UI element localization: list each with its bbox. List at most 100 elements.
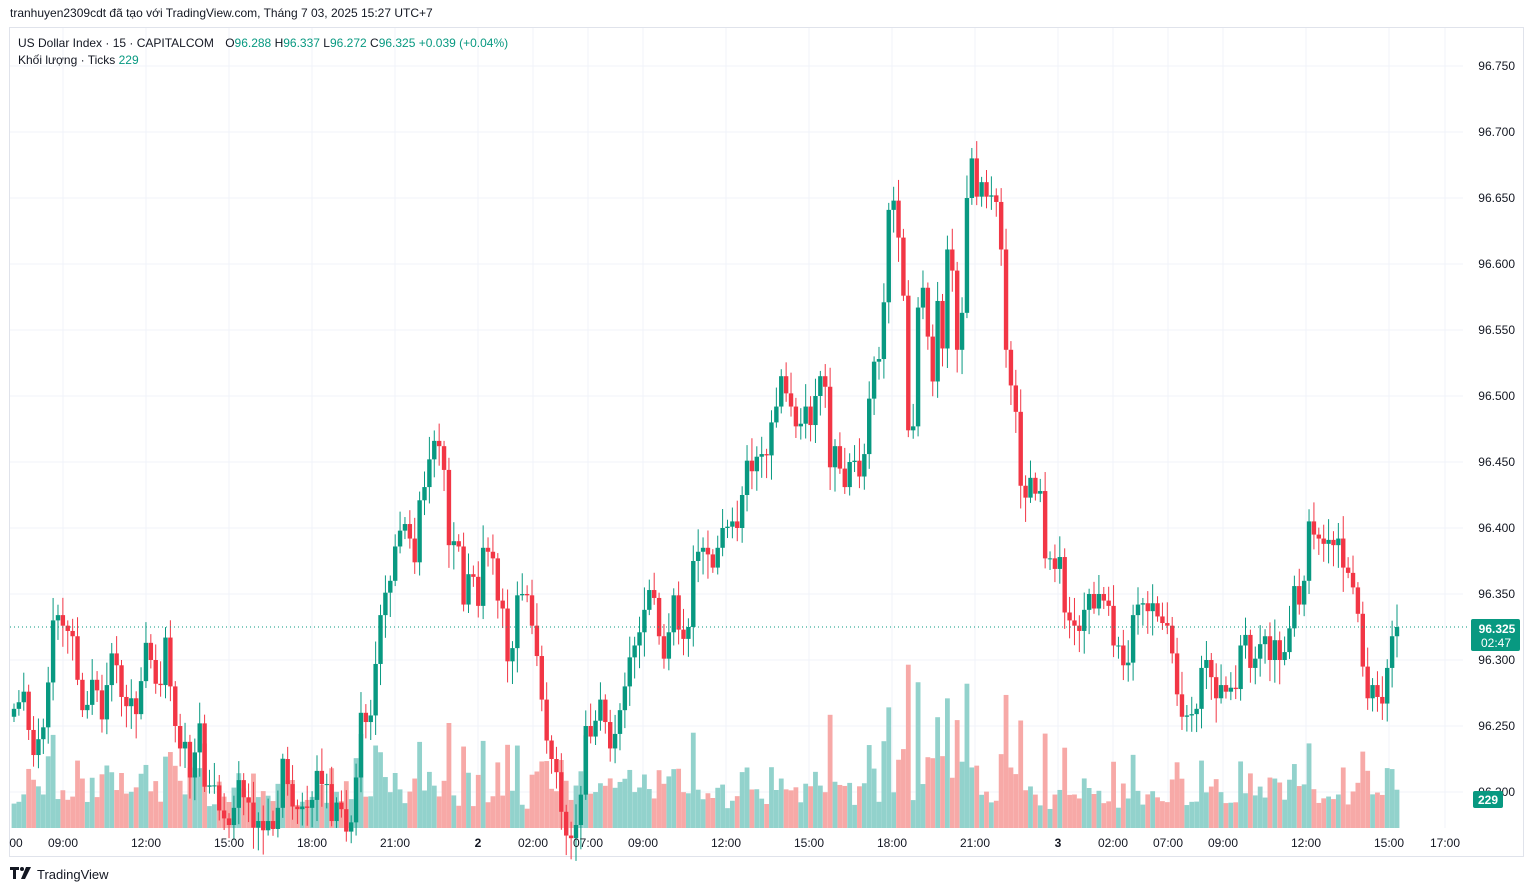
- candle-body: [749, 460, 755, 472]
- candle-body: [1018, 411, 1023, 486]
- volume-bar: [1345, 804, 1351, 828]
- candle-body: [730, 521, 735, 527]
- candle-body: [1365, 666, 1370, 699]
- candle-body: [1306, 521, 1312, 581]
- close-label: C: [370, 36, 379, 50]
- candle-body: [1106, 600, 1111, 606]
- volume-bar: [514, 745, 520, 828]
- volume-bar: [759, 798, 765, 828]
- volume-bar: [285, 780, 291, 828]
- candle-body: [881, 302, 887, 360]
- candle-body: [451, 541, 457, 546]
- candle-body: [46, 682, 51, 728]
- candle-body: [1350, 572, 1356, 588]
- candle-body: [1150, 603, 1155, 612]
- volume-bar: [1189, 801, 1195, 828]
- volume-bar: [1228, 802, 1234, 828]
- candle-body: [114, 653, 119, 666]
- candle-body: [55, 615, 61, 621]
- candle-body: [925, 287, 931, 337]
- candle-body: [1370, 685, 1375, 699]
- candle-body: [261, 821, 266, 831]
- candle-body: [671, 595, 676, 633]
- candle-body: [788, 393, 794, 407]
- candle-body: [1238, 645, 1243, 690]
- volume-bar: [646, 789, 652, 828]
- candle-body: [383, 592, 388, 616]
- candle-body: [11, 708, 17, 717]
- candle-body: [969, 158, 975, 198]
- volume-bar: [148, 791, 154, 828]
- volume-bar: [935, 717, 941, 828]
- volume-bar: [1365, 770, 1371, 828]
- candle-body: [1028, 477, 1033, 498]
- volume-bar: [876, 801, 882, 828]
- candle-body: [314, 770, 320, 800]
- candle-body: [402, 524, 408, 531]
- volume-bar: [725, 808, 730, 828]
- candle-body: [637, 632, 642, 646]
- ohlc-row[interactable]: US Dollar Index · 15 · CAPITALCOM O96.28…: [18, 35, 508, 52]
- candle-body: [1223, 685, 1229, 692]
- candle-body: [695, 551, 701, 561]
- candle-body: [1326, 539, 1331, 544]
- volume-bar: [26, 768, 32, 828]
- x-tick-label: 09:00: [628, 836, 658, 850]
- candle-body: [1189, 714, 1194, 716]
- candle-body: [221, 810, 227, 819]
- candle-body: [686, 627, 691, 639]
- volume-bar: [744, 767, 750, 828]
- candle-body: [16, 702, 22, 709]
- volume-bar: [534, 771, 540, 828]
- candle-body: [876, 359, 882, 362]
- tradingview-logo-icon: [10, 866, 32, 882]
- volume-bar: [729, 800, 735, 828]
- symbol-label[interactable]: US Dollar Index · 15 · CAPITALCOM: [18, 36, 214, 50]
- volume-bar: [177, 780, 183, 828]
- volume-bar: [778, 778, 784, 828]
- volume-bar: [368, 796, 374, 828]
- volume-bar: [138, 773, 144, 828]
- volume-bar: [539, 761, 545, 828]
- candle-body: [104, 685, 110, 720]
- candle-body: [363, 712, 369, 723]
- volume-bar: [207, 806, 212, 828]
- volume-bar: [163, 756, 168, 828]
- volume-bar: [930, 758, 936, 828]
- volume-bar: [568, 799, 574, 828]
- candle-body: [368, 715, 373, 723]
- volume-bar: [94, 797, 100, 828]
- candle-body: [456, 541, 461, 547]
- candle-body: [505, 608, 510, 662]
- volume-bar: [505, 744, 510, 828]
- volume-bar: [402, 803, 408, 828]
- candle-body: [168, 637, 173, 687]
- price-axis[interactable]: 96.750 96.700 96.650 96.600 96.550 96.500 96.4…: [1478, 59, 1515, 799]
- candle-body: [832, 446, 838, 468]
- time-axis[interactable]: 00 09:00 12:00 15:00 18:00 21:00 2 02:00 07:00 09…: [9, 836, 1460, 850]
- candle-body: [759, 454, 764, 457]
- volume-bar: [681, 792, 686, 828]
- volume-bar: [764, 804, 769, 828]
- candle-body: [715, 547, 720, 568]
- candle-body: [348, 822, 354, 832]
- volume-bar: [31, 779, 36, 828]
- candle-body: [246, 797, 251, 803]
- candle-body: [344, 809, 349, 832]
- candle-body: [173, 686, 178, 726]
- candle-body: [1331, 539, 1336, 546]
- volume-bar: [666, 776, 672, 828]
- candle-body: [554, 759, 559, 773]
- volume-bar: [84, 801, 90, 828]
- candle-body: [837, 446, 843, 469]
- footer-brand[interactable]: TradingView: [10, 866, 109, 882]
- volume-bar: [1028, 786, 1033, 828]
- candle-body: [1292, 586, 1297, 629]
- candle-body: [99, 690, 105, 720]
- volume-row[interactable]: Khối lượng · Ticks 229: [18, 52, 508, 69]
- candle-body: [471, 574, 476, 577]
- candle-body: [1140, 603, 1146, 605]
- volume-bar: [1111, 761, 1116, 828]
- volume-bar: [832, 781, 838, 828]
